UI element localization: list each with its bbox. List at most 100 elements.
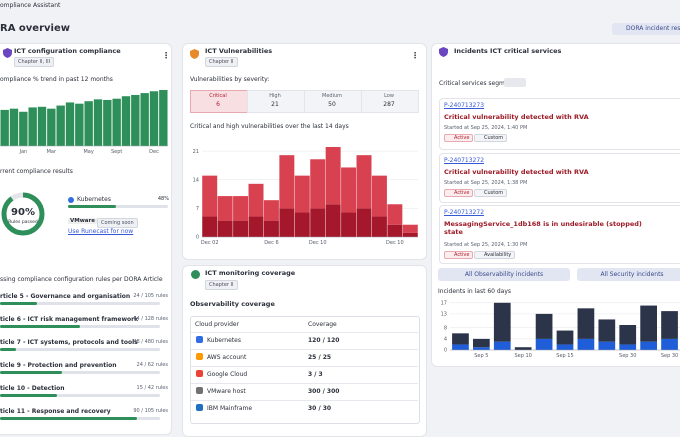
- segment-label: Critical services segment:: [439, 80, 517, 87]
- bar-segment: [325, 204, 341, 237]
- bar-segment: [325, 147, 341, 205]
- severity-value: 50: [328, 101, 336, 108]
- article-value: 64 / 128 rules: [133, 316, 168, 322]
- bar-segment: [535, 313, 553, 339]
- provider-icon: [196, 353, 203, 360]
- menu[interactable]: ⋮: [411, 51, 419, 60]
- bar-segment: [556, 330, 574, 345]
- bar-segment: [294, 175, 310, 213]
- row-line: [191, 366, 418, 367]
- platform-value: 48%: [157, 196, 169, 202]
- incident-button[interactable]: DORA incident respo: [612, 23, 680, 35]
- article-value: 24 / 62 rules: [136, 362, 168, 368]
- incident-link[interactable]: P-240713272: [444, 157, 485, 164]
- section-title: Critical and high vulnerabilities over t…: [190, 123, 349, 130]
- x-tick-label: May: [83, 149, 93, 155]
- coverage: 30 / 30: [308, 405, 332, 412]
- severity-value: 287: [383, 101, 395, 108]
- card-title: Incidents ICT critical services: [454, 47, 562, 55]
- section-title: ssing compliance configuration rules per…: [0, 276, 163, 283]
- y-tick-label: 8: [444, 325, 447, 331]
- coverage: 300 / 300: [308, 388, 340, 395]
- bar-segment: [356, 208, 372, 237]
- menu[interactable]: ⋮: [162, 51, 170, 60]
- article-value: 15 / 42 rules: [136, 385, 168, 391]
- bar-segment: [202, 175, 218, 217]
- runecast-link[interactable]: Use Runecast for now: [68, 228, 134, 235]
- provider-icon: [196, 404, 203, 411]
- x-tick-label: Sep 5: [474, 353, 488, 359]
- tag-badge: Availability: [474, 251, 516, 259]
- y-tick-label: 13: [441, 312, 447, 318]
- bar: [140, 93, 149, 146]
- y-tick-label: 0: [444, 348, 447, 354]
- bar: [131, 94, 140, 146]
- bar-segment: [248, 216, 264, 237]
- vmware-logo: VMware: [68, 218, 97, 224]
- bar-segment: [473, 347, 490, 350]
- severity-box: [361, 90, 419, 113]
- article-value: 48 / 480 rules: [133, 339, 168, 345]
- incident-title: MessagingService_1db168 is in undesirabl…: [444, 220, 642, 236]
- severity-value: 21: [271, 101, 279, 108]
- observability-button[interactable]: All Observability incidents: [438, 268, 570, 281]
- bar-segment: [371, 175, 387, 217]
- bar-segment: [661, 338, 678, 350]
- bar-segment: [263, 200, 279, 221]
- article-bar: [0, 348, 16, 351]
- incident-started: Started at Sep 25, 2024, 1:40 PM: [444, 125, 528, 131]
- status-badge: Active: [444, 189, 474, 197]
- article-track: [0, 348, 160, 351]
- x-tick-label: Mar: [47, 149, 57, 155]
- card-title: ICT Vulnerabilities: [205, 47, 273, 55]
- article-name: ticle 9 - Protection and prevention: [0, 362, 117, 369]
- bar-segment: [598, 319, 616, 342]
- incident-link[interactable]: P-240713272: [444, 209, 485, 216]
- bar: [65, 102, 75, 146]
- bar-segment: [640, 305, 657, 342]
- incidents-chart: 0 4 8 13 17 Sep 5 Sep 10 Sep 15 Sep 30 Sep 30: [441, 300, 680, 359]
- row-line: [191, 332, 418, 333]
- security-button[interactable]: All Security incidents: [577, 268, 680, 281]
- article-name: rticle 5 - Governance and organisation: [0, 293, 131, 300]
- severity-value: 6: [216, 101, 220, 108]
- bar: [149, 91, 159, 146]
- bar: [19, 111, 28, 146]
- shield-icon: [3, 48, 12, 58]
- column-header: Coverage: [308, 321, 337, 328]
- y-tick-label: 17: [441, 300, 447, 306]
- platform-bar: [68, 205, 116, 208]
- bar-segment: [248, 183, 264, 217]
- bar-segment: [310, 208, 326, 237]
- bar-segment: [387, 224, 403, 237]
- x-tick-label: Sep 30: [619, 353, 636, 359]
- x-tick-label: Jan: [18, 149, 27, 155]
- provider-name: Google Cloud: [207, 371, 248, 378]
- y-tick-label: 7: [196, 206, 199, 212]
- bar-segment: [341, 212, 357, 237]
- bar-segment: [514, 347, 532, 350]
- platform-track: [68, 205, 168, 208]
- bar-segment: [263, 220, 279, 237]
- bar: [9, 108, 19, 146]
- severity-name: High: [269, 93, 281, 99]
- coverage: 25 / 25: [308, 354, 332, 361]
- bar-segment: [556, 344, 574, 350]
- bar: [121, 96, 131, 146]
- provider-icon: [196, 370, 203, 377]
- incident-title: Critical vulnerability detected with RVA: [444, 168, 589, 176]
- k8s-icon: [68, 197, 74, 203]
- bar-segment: [294, 212, 310, 237]
- x-tick-label: Dec 10: [309, 240, 327, 246]
- chapter-chip: Chapter II: [205, 280, 238, 290]
- bar: [84, 101, 93, 146]
- bar-segment: [473, 338, 490, 348]
- incident-link[interactable]: P-240713273: [444, 102, 485, 109]
- bar: [103, 99, 112, 146]
- segment-dropdown[interactable]: [504, 78, 526, 87]
- section-title: Incidents in last 60 days: [438, 288, 512, 295]
- bar-segment: [452, 344, 469, 350]
- severity-name: Critical: [209, 93, 227, 99]
- article-bar: [0, 371, 62, 374]
